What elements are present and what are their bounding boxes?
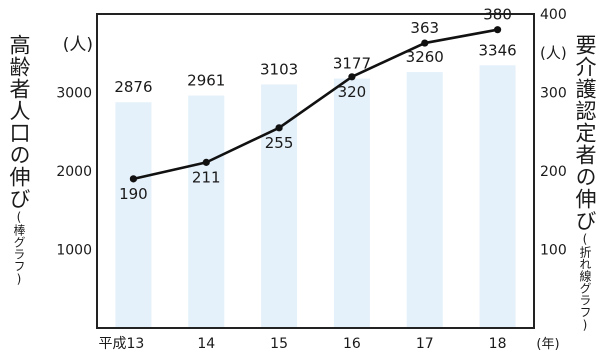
line-point-4 — [421, 39, 429, 47]
left-axis-legend: (棒グラフ) — [12, 210, 26, 286]
x-tick-label-2: 15 — [270, 336, 288, 352]
line-point-2 — [275, 124, 283, 132]
right-tick-label-3: 400 — [540, 7, 567, 23]
bar-label-5: 3346 — [478, 41, 516, 59]
left-axis-unit: (人) — [63, 35, 93, 55]
left-axis-title: 高齢者人口の伸び(棒グラフ) — [7, 34, 31, 334]
line-label-5: 380 — [483, 6, 512, 24]
plot-frame — [96, 13, 535, 329]
right-axis-title-text: 要介護認定者の伸び — [573, 34, 597, 232]
bar-series — [115, 65, 516, 329]
bar-1 — [188, 95, 225, 329]
x-tick-label-5: 18 — [489, 336, 507, 352]
bar-label-4: 3260 — [406, 48, 444, 66]
bar-3 — [333, 78, 370, 328]
line-series — [129, 26, 502, 183]
line-label-4: 363 — [410, 19, 439, 37]
x-tick-label-1: 14 — [197, 336, 215, 352]
line-label-3: 320 — [338, 83, 367, 101]
bar-label-2: 3103 — [260, 60, 298, 78]
right-axis-unit: (人) — [540, 44, 567, 62]
line-label-1: 211 — [192, 168, 221, 186]
x-tick-label-3: 16 — [343, 336, 361, 352]
right-tick-label-0: 100 — [540, 243, 567, 259]
right-tick-label-2: 300 — [540, 86, 567, 102]
line-point-5 — [493, 26, 502, 34]
data-labels: 2876 2961 3103 3177 3260 3346 190 211 255 320 363 3… — [114, 6, 516, 203]
bar-4 — [406, 72, 443, 328]
line-label-2: 255 — [265, 134, 294, 152]
line-path — [133, 28, 498, 181]
right-tick-label-1: 200 — [540, 164, 567, 180]
line-point-1 — [202, 158, 210, 166]
line-point-3 — [348, 73, 356, 81]
bar-label-3: 3177 — [333, 55, 371, 73]
x-tick-label-4: 17 — [416, 336, 434, 352]
line-label-0: 190 — [119, 185, 148, 203]
left-tick-label-0: 1000 — [56, 243, 92, 259]
line-point-0 — [129, 175, 138, 183]
bar-2 — [261, 84, 298, 329]
right-axis-legend: (折れ線グラフ) — [578, 232, 592, 332]
right-axis-title: 要介護認定者の伸び(折れ線グラフ) — [573, 34, 597, 334]
bar-label-0: 2876 — [114, 78, 152, 96]
bar-label-1: 2961 — [187, 72, 225, 90]
bar-0 — [115, 102, 152, 328]
x-axis-unit: (年) — [536, 337, 559, 352]
x-tick-label-0: 平成13 — [99, 336, 145, 352]
left-tick-label-2: 3000 — [56, 86, 92, 102]
bar-5 — [479, 65, 516, 329]
left-axis-title-text: 高齢者人口の伸び — [7, 34, 31, 210]
left-tick-label-1: 2000 — [56, 164, 92, 180]
axes: 1000 2000 3000 100 200 300 400 (人) (人) 平成13 14 15 16… — [56, 7, 566, 352]
